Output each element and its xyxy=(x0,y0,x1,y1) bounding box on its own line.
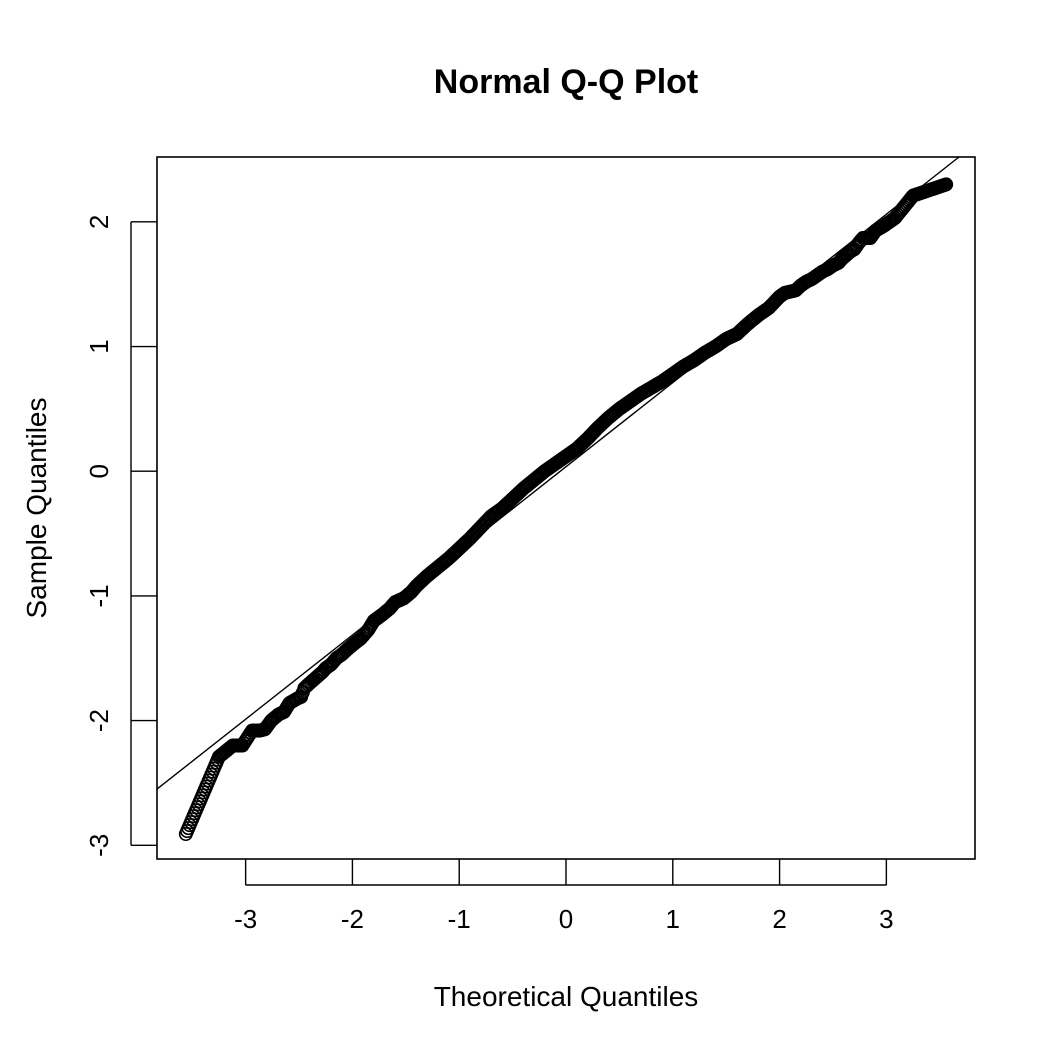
qq-point xyxy=(473,520,488,535)
qq-point xyxy=(623,394,638,409)
y-tick-label: -2 xyxy=(84,709,114,732)
qq-point xyxy=(311,668,326,683)
qq-point xyxy=(315,664,330,679)
qq-point xyxy=(441,551,456,566)
qq-point xyxy=(537,464,552,479)
qq-point xyxy=(548,456,563,471)
qq-point xyxy=(855,231,870,246)
qq-point xyxy=(591,420,606,435)
y-tick-label: 1 xyxy=(84,339,114,353)
qq-point xyxy=(462,531,477,546)
y-tick-label: 0 xyxy=(84,464,114,478)
qq-point xyxy=(887,211,902,226)
qq-point xyxy=(569,441,584,456)
x-tick-label: -1 xyxy=(448,904,471,934)
qq-point xyxy=(751,308,766,323)
points-group xyxy=(178,177,954,842)
qq-point xyxy=(633,386,648,401)
y-tick-label: 2 xyxy=(84,215,114,229)
qq-point xyxy=(516,481,531,496)
qq-point xyxy=(388,595,403,610)
qq-point xyxy=(676,359,691,374)
qq-point xyxy=(708,339,723,354)
qq-point xyxy=(302,676,317,691)
x-tick-label: 2 xyxy=(772,904,786,934)
qq-point xyxy=(211,749,226,764)
qq-point xyxy=(644,380,659,395)
qq-point xyxy=(665,366,680,381)
x-tick-label: 1 xyxy=(666,904,680,934)
x-tick-label: -3 xyxy=(234,904,257,934)
reference-line xyxy=(156,156,960,790)
y-tick-label: -1 xyxy=(84,584,114,607)
y-axis-label: Sample Quantiles xyxy=(21,397,52,618)
qq-point xyxy=(831,255,846,270)
qq-point xyxy=(178,827,193,842)
qq-point xyxy=(235,738,250,753)
qq-point xyxy=(655,374,670,389)
qq-point xyxy=(697,345,712,360)
y-axis: -3 -2 -1 0 1 2 xyxy=(84,215,157,857)
x-tick-label: -2 xyxy=(341,904,364,934)
qq-point xyxy=(494,501,509,516)
qq-point xyxy=(777,285,792,300)
qq-point xyxy=(834,252,849,267)
qq-point xyxy=(526,472,541,487)
qq-point xyxy=(601,410,616,425)
y-tick-label: -3 xyxy=(84,834,114,857)
qq-point xyxy=(558,449,573,464)
qq-point xyxy=(294,689,309,704)
qq-point xyxy=(484,509,499,524)
chart-title: Normal Q-Q Plot xyxy=(434,63,698,101)
qq-point xyxy=(761,300,776,315)
qq-point xyxy=(580,431,595,446)
qq-point xyxy=(740,317,755,332)
qq-point xyxy=(687,353,702,368)
qq-point xyxy=(851,236,866,251)
qq-point xyxy=(939,177,954,192)
qq-point xyxy=(877,218,892,233)
qq-point xyxy=(225,738,240,753)
qq-point xyxy=(612,401,627,416)
qq-point xyxy=(783,284,798,299)
qq-point xyxy=(729,327,744,342)
reference-line-group xyxy=(156,156,960,790)
x-axis: -3 -2 -1 0 1 2 3 xyxy=(234,859,894,934)
x-axis-label: Theoretical Quantiles xyxy=(434,981,699,1012)
qq-point xyxy=(409,578,424,593)
qq-point xyxy=(252,723,267,738)
qq-point xyxy=(505,491,520,506)
x-tick-label: 0 xyxy=(559,904,573,934)
qq-point xyxy=(420,568,435,583)
qq-point xyxy=(306,672,321,687)
qq-point xyxy=(452,541,467,556)
qq-point xyxy=(353,631,368,646)
qq-point xyxy=(906,188,921,203)
plot-frame xyxy=(156,156,976,860)
x-tick-label: 3 xyxy=(879,904,893,934)
qq-point xyxy=(430,560,445,575)
